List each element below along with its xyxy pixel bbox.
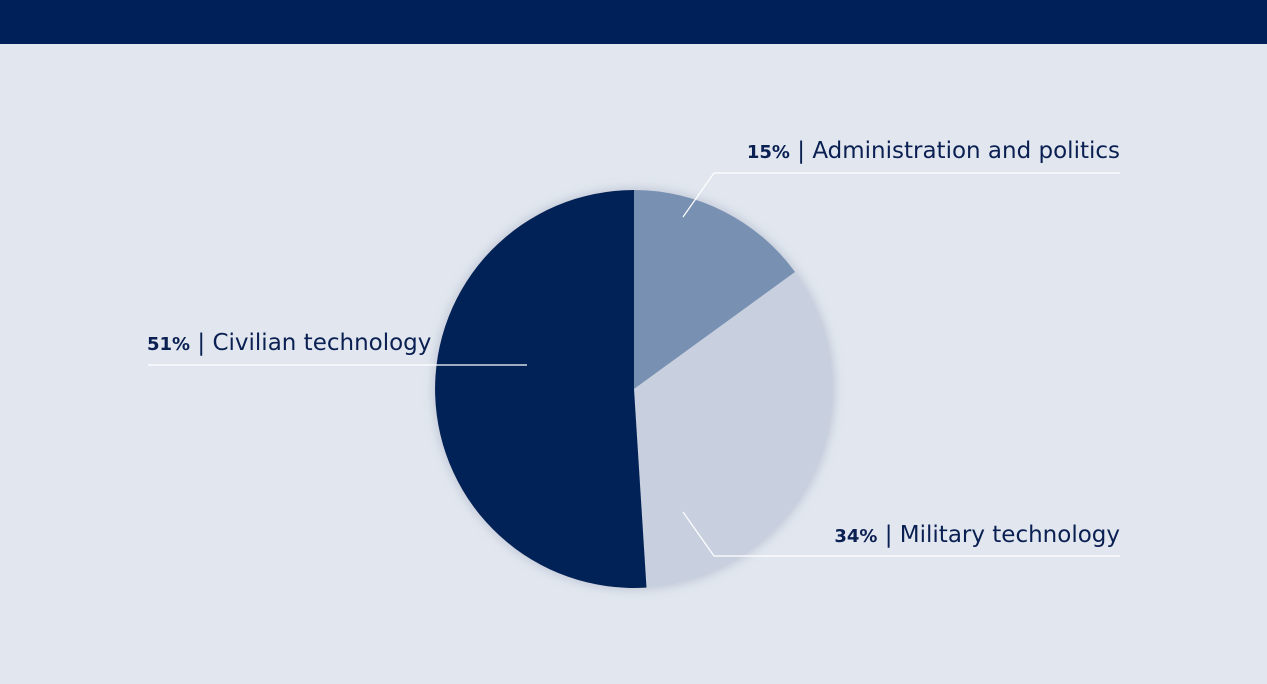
slice-label-military: 34% | Military technology [834,522,1120,548]
pie-slice-administration [634,190,795,389]
leader-line-administration [682,172,1120,218]
slice-pct-administration: 15% [747,142,790,163]
pie-slice-military [634,272,833,588]
slice-name-administration: Administration and politics [812,138,1120,164]
leader-line-military [682,511,1120,557]
slice-name-civilian: Civilian technology [212,330,431,356]
slice-label-civilian: 51% | Civilian technology [147,330,431,356]
slice-pct-civilian: 51% [147,334,190,355]
top-banner [0,0,1267,44]
slice-name-military: Military technology [900,522,1120,548]
pie-slices [435,190,833,588]
pie-slice-civilian [435,190,647,588]
slice-pct-military: 34% [834,526,877,547]
slice-label-administration: 15% | Administration and politics [747,138,1120,164]
